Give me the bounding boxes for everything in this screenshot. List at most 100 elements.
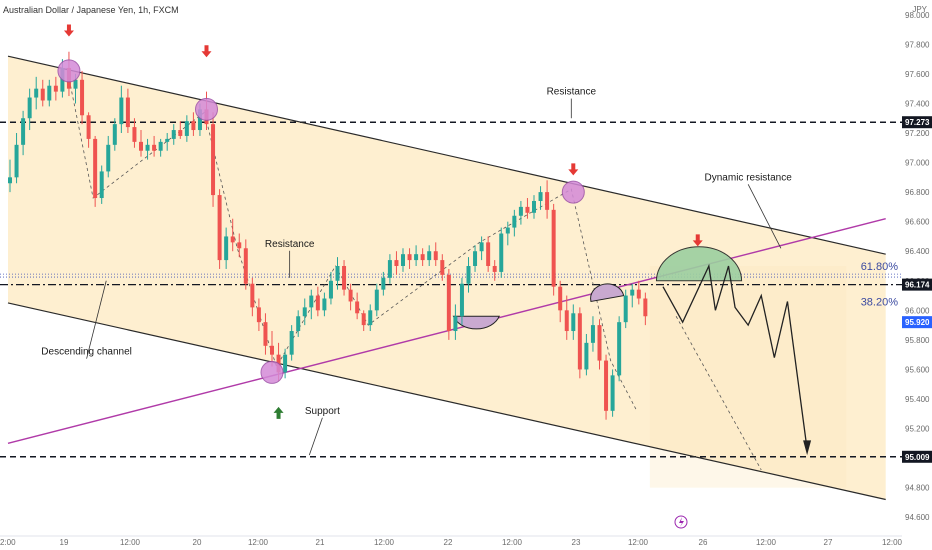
candle-body (8, 177, 12, 184)
candle-body (525, 206, 530, 213)
candle-body (577, 313, 582, 370)
candle-body (158, 141, 163, 151)
candle-body (93, 138, 98, 199)
annotation-pointer (747, 184, 782, 249)
candle-body (590, 325, 595, 343)
green-dome (655, 246, 743, 282)
candle-body (99, 171, 104, 199)
candle-body (106, 144, 111, 172)
candle-body (302, 307, 307, 317)
candle-body (433, 251, 438, 261)
y-tick-label: 94.600 (905, 513, 930, 522)
price-tag-label: 97.273 (905, 118, 930, 127)
candle-body (73, 79, 78, 89)
candle-body (617, 322, 622, 376)
pivot-circle-1 (195, 97, 218, 121)
price-tag-label: 95.009 (905, 453, 930, 462)
x-tick-label: 12:00 (374, 538, 395, 547)
candle-body (420, 254, 425, 261)
x-tick-label: 12:00 (120, 538, 141, 547)
x-tick-label: 12:00 (628, 538, 649, 547)
candle-body (53, 85, 58, 92)
candle-body (342, 266, 347, 290)
candle-body (518, 206, 523, 216)
candle-body (296, 316, 301, 332)
projection-area (649, 266, 847, 488)
candle-body (217, 195, 222, 261)
candle-body (270, 345, 274, 355)
x-tick-label: 12:00 (756, 538, 777, 547)
candle-body (112, 124, 117, 145)
candle-body (466, 266, 471, 284)
annotation-label: Dynamic resistance (705, 172, 793, 183)
price-tag-bg (902, 278, 932, 291)
pivot-circle-3 (260, 360, 284, 384)
candle-body (40, 88, 45, 101)
candle-body (538, 192, 543, 201)
candle-body (643, 298, 648, 317)
candle-body (571, 313, 576, 332)
candle-body (315, 295, 320, 311)
candle-body (355, 301, 360, 314)
projected-path (662, 263, 808, 450)
candle-body (401, 254, 405, 266)
candle-body (309, 295, 314, 308)
arrow-down-4 (692, 234, 703, 247)
candle-body (492, 266, 497, 272)
candle-body (446, 274, 451, 332)
price-tag-label: 95.920 (905, 318, 930, 327)
candle-body (125, 97, 130, 128)
candle-body (243, 248, 248, 284)
price-tag-bg (902, 116, 932, 129)
candle-body (119, 97, 124, 125)
candle-body (427, 251, 432, 261)
candle-body (348, 289, 353, 302)
y-tick-label: 95.400 (905, 395, 930, 404)
candle-body (27, 97, 32, 119)
candle-body (178, 130, 183, 136)
y-tick-label: 96.800 (905, 188, 930, 197)
y-tick-label: 97.800 (905, 40, 930, 49)
candle-body (21, 118, 26, 145)
candle-body (597, 325, 602, 361)
pivot-circle-2 (561, 180, 585, 204)
candle-body (453, 316, 458, 332)
candle-body (440, 260, 445, 275)
candle-body (237, 242, 242, 249)
x-tick-label: 12:00 (502, 538, 523, 547)
candle-body (322, 298, 327, 311)
x-tick-label: 12:00 (882, 538, 903, 547)
candle-body (80, 79, 85, 116)
upper-half-oval (590, 283, 625, 303)
candle-body (564, 310, 569, 332)
candle-body (623, 295, 628, 323)
candle-body (152, 144, 157, 151)
candle-body (211, 124, 216, 196)
price-tag-label: 96.174 (905, 281, 930, 290)
y-tick-label: 96.600 (905, 218, 930, 227)
fib-label: 38.20% (861, 296, 899, 308)
candle-body (545, 192, 550, 210)
annotation-pointer (86, 280, 107, 359)
x-tick-label: 26 (699, 538, 708, 547)
y-tick-label: 94.800 (905, 484, 930, 493)
y-tick-label: 97.200 (905, 129, 930, 138)
lightning-icon (674, 515, 688, 529)
chart-title: Australian Dollar / Japanese Yen, 1h, FX… (3, 5, 179, 15)
candle-body (532, 200, 536, 213)
projected-dashed-line (675, 316, 762, 471)
candle-body (289, 331, 294, 355)
candle-body (14, 144, 19, 178)
candle-body (512, 215, 517, 228)
y-tick-label: 97.400 (905, 99, 930, 108)
x-tick-label: 21 (316, 538, 325, 547)
currency-label: JPY (912, 5, 927, 14)
candle-body (184, 121, 189, 136)
candle-body (479, 242, 484, 252)
candle-body (132, 127, 137, 142)
y-tick-label: 95.800 (905, 336, 930, 345)
candle-body (610, 375, 615, 411)
candle-body (374, 289, 379, 311)
candle-body (191, 121, 196, 131)
